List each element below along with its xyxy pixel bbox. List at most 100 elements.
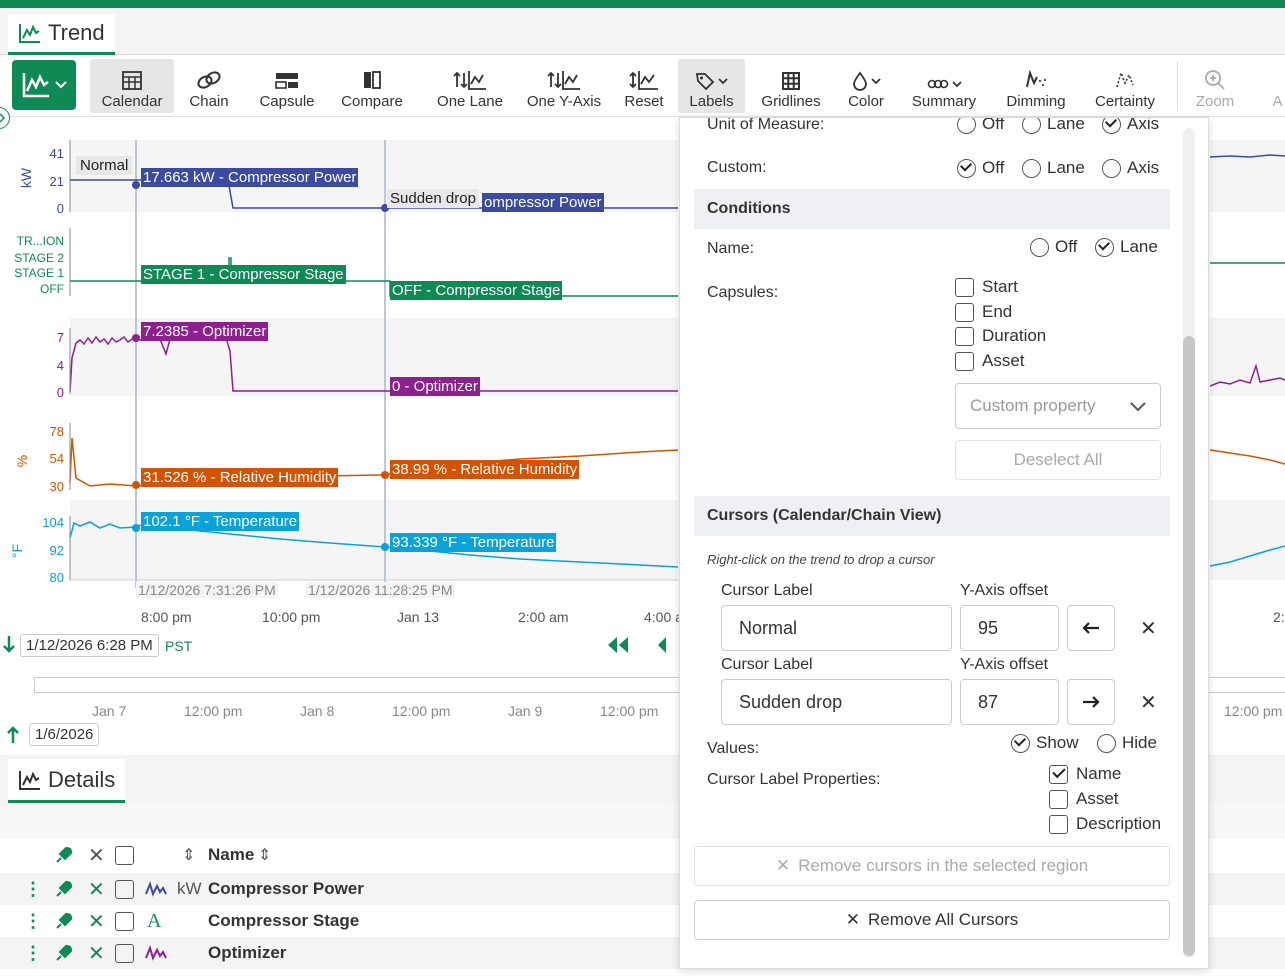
cursor-value-label: 31.526 % - Relative Humidity [141, 468, 339, 487]
remove-cursor-icon[interactable]: ✕ [1140, 618, 1157, 640]
row-name[interactable]: Compressor Stage [208, 911, 360, 930]
custom-axis-radio[interactable]: Axis [1102, 158, 1159, 178]
step-back-double-icon[interactable] [606, 636, 630, 654]
unit-axis-radio[interactable]: Axis [1102, 117, 1160, 134]
row-checkbox[interactable] [115, 911, 134, 931]
investigate-range-overview[interactable]: Jan 7 12:00 pm Jan 8 12:00 pm Jan 9 12:0… [0, 665, 1285, 753]
custom-off-radio[interactable]: Off [957, 158, 1004, 178]
chevron-down-icon [870, 77, 881, 84]
unit-axis-label: Axis [1127, 117, 1160, 133]
row-name[interactable]: Compressor Power [208, 879, 364, 898]
chain-button[interactable]: Chain [182, 59, 236, 113]
remove-item-icon[interactable]: ✕ [88, 878, 105, 901]
cursor-label-input[interactable]: Normal [721, 605, 952, 651]
cursor-prop-description-checkbox[interactable]: Description [1049, 814, 1161, 834]
cursor-value-label: ompressor Power [482, 193, 604, 212]
color-button[interactable]: Color [843, 59, 889, 113]
rocket-icon[interactable] [54, 879, 74, 899]
trend-chart-icon [19, 770, 40, 790]
one-y-axis-button[interactable]: One Y-Axis [524, 59, 604, 113]
close-icon: ✕ [845, 910, 861, 929]
table-row[interactable]: ⋮ ✕ A Compressor Stage [0, 905, 1285, 937]
cursor-direction-button[interactable] [1067, 605, 1115, 651]
capsule-duration-checkbox[interactable]: Duration [955, 326, 1046, 346]
overview-track[interactable] [34, 677, 1285, 693]
checkbox-control [1049, 814, 1068, 834]
panel-scrollbar-thumb[interactable] [1183, 336, 1195, 956]
row-name[interactable]: Optimizer [208, 943, 287, 962]
display-range-start-field[interactable]: 1/12/2026 6:28 PM [20, 634, 159, 657]
cursor-offset-input[interactable]: 95 [960, 605, 1059, 651]
remove-cursors-region-button[interactable]: ✕ Remove cursors in the selected region [694, 846, 1170, 886]
cursor-prop-name-checkbox[interactable]: Name [1049, 764, 1121, 784]
certainty-button[interactable]: Certainty [1087, 59, 1163, 113]
cursor-label-input[interactable]: Sudden drop [721, 679, 952, 725]
reset-button[interactable]: Reset [620, 59, 668, 113]
summary-button[interactable]: Summary [906, 59, 982, 113]
compare-button[interactable]: Compare [336, 59, 408, 113]
row-checkbox[interactable] [115, 879, 134, 899]
drag-handle-icon[interactable]: ⋮ [24, 878, 42, 899]
capsule-asset-checkbox[interactable]: Asset [955, 351, 1025, 371]
sort-icon[interactable]: ⇕ [182, 847, 196, 864]
investigate-range-start-field[interactable]: 1/6/2026 [29, 723, 100, 746]
close-icon[interactable]: ✕ [88, 844, 105, 867]
trend-chart[interactable]: kW % °F 41 21 0 TR...ION STAGE 2 STAGE 1… [0, 118, 683, 628]
name-off-radio[interactable]: Off [1030, 237, 1077, 257]
radio-control [1102, 118, 1121, 134]
capsule-button[interactable]: Capsule [254, 59, 320, 113]
rocket-icon[interactable] [54, 943, 74, 963]
one-lane-icon [453, 71, 486, 90]
custom-property-select[interactable]: Custom property [955, 383, 1161, 429]
tab-trend[interactable]: Trend [8, 14, 115, 55]
cursor-prop-asset-label: Asset [1076, 789, 1119, 808]
unit-off-radio[interactable]: Off [957, 118, 1004, 134]
sort-icon[interactable]: ⇕ [258, 847, 272, 864]
cursor-direction-button[interactable] [1067, 679, 1115, 725]
cursor-value-label: 0 - Optimizer [390, 377, 480, 396]
name-lane-radio[interactable]: Lane [1095, 237, 1158, 257]
values-show-radio[interactable]: Show [1011, 733, 1079, 753]
row-checkbox[interactable] [115, 943, 134, 963]
custom-label: Custom: [707, 159, 767, 176]
remove-cursor-icon[interactable]: ✕ [1140, 692, 1157, 714]
cursor-prop-asset-checkbox[interactable]: Asset [1049, 789, 1119, 809]
timezone-label[interactable]: PST [165, 638, 193, 654]
remove-all-cursors-button[interactable]: ✕ Remove All Cursors [694, 900, 1170, 940]
select-all-checkbox[interactable] [115, 845, 134, 865]
calendar-button[interactable]: Calendar [90, 59, 174, 113]
labels-button[interactable]: Labels [678, 59, 745, 113]
y-tick: 92 [49, 543, 64, 558]
y-tick: 30 [49, 479, 64, 494]
drag-handle-icon[interactable]: ⋮ [24, 942, 42, 963]
zoom-button[interactable]: Zoom [1190, 59, 1240, 113]
toolbar-overflow-label: A [1272, 93, 1283, 110]
custom-lane-radio[interactable]: Lane [1022, 158, 1085, 178]
cursor-time-label: 1/12/2026 11:28:25 PM [306, 582, 455, 598]
remove-item-icon[interactable]: ✕ [88, 910, 105, 933]
capsule-end-checkbox[interactable]: End [955, 302, 1012, 322]
droplet-icon [852, 71, 867, 91]
remove-item-icon[interactable]: ✕ [88, 942, 105, 965]
checkbox-control [955, 351, 974, 371]
rocket-icon[interactable] [54, 911, 74, 931]
values-hide-radio[interactable]: Hide [1097, 733, 1157, 753]
deselect-all-button[interactable]: Deselect All [955, 440, 1161, 480]
drag-handle-icon[interactable]: ⋮ [24, 910, 42, 931]
cursor-name-tag[interactable]: Normal [76, 156, 133, 175]
unit-lane-radio[interactable]: Lane [1022, 118, 1085, 134]
cursor-name-tag[interactable]: Sudden drop [387, 189, 479, 208]
view-mode-dropdown-button[interactable] [12, 60, 76, 110]
one-lane-button[interactable]: One Lane [432, 59, 508, 113]
cursor-offset-input[interactable]: 87 [960, 679, 1059, 725]
name-column-header[interactable]: Name [208, 845, 255, 864]
toolbar-overflow-button[interactable]: A [1270, 59, 1285, 113]
optimizer-series [1210, 363, 1285, 387]
step-back-icon[interactable] [656, 636, 668, 654]
yaxis-offset-header: Y-Axis offset [960, 656, 1049, 673]
rocket-icon[interactable] [54, 845, 74, 865]
capsule-start-checkbox[interactable]: Start [955, 277, 1018, 297]
dimming-button[interactable]: Dimming [1000, 59, 1072, 113]
tab-details[interactable]: Details [8, 759, 126, 803]
gridlines-button[interactable]: Gridlines [755, 59, 827, 113]
